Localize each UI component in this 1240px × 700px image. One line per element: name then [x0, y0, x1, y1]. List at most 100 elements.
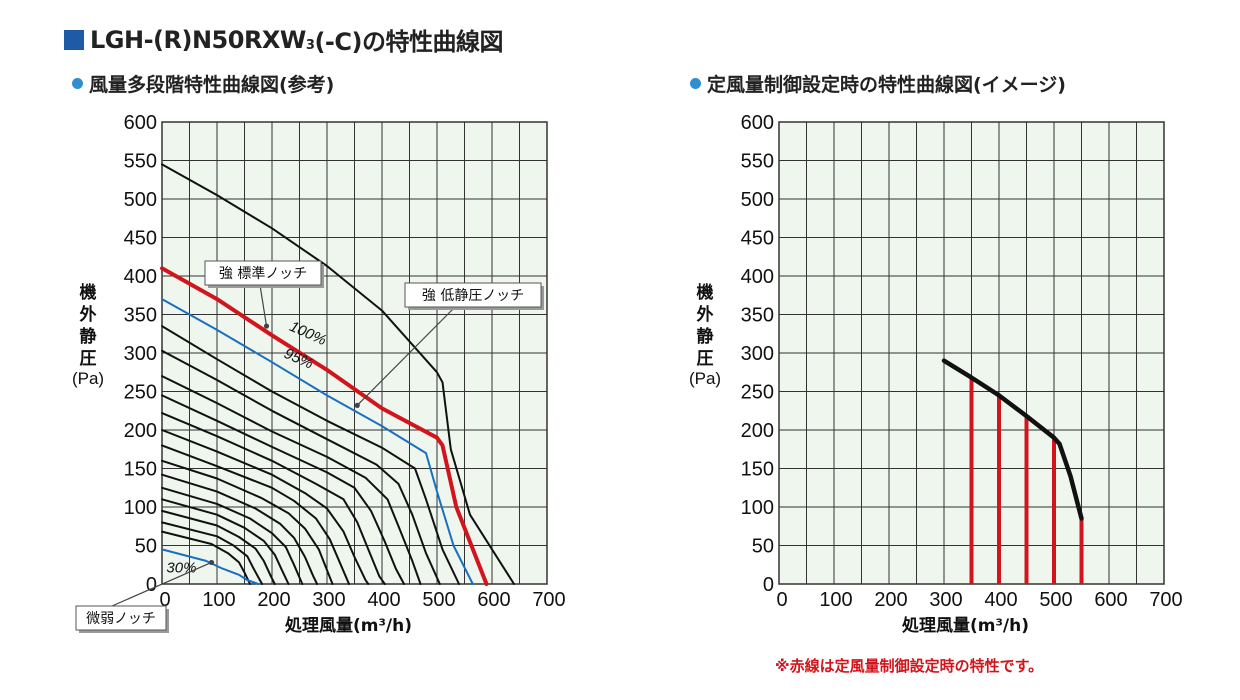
left-x-tick-label: 100 — [202, 589, 235, 611]
right-y-tick-label: 50 — [752, 536, 774, 558]
series-line-c14 — [161, 530, 251, 585]
right-chart-title: 定風量制御設定時の特性曲線図(イメージ) — [690, 70, 1066, 97]
series-line-強 低静圧ノッチ — [161, 163, 515, 585]
left-y-tick-label: 150 — [124, 459, 157, 481]
left-y-axis-label-char: 静 — [80, 326, 97, 347]
right-y-axis-label-char: 機 — [697, 282, 714, 303]
callout-label: 強 標準ノッチ — [219, 266, 307, 282]
right-y-axis-unit: (Pa) — [689, 369, 721, 388]
title-main: LGH-(R)N50RXW — [90, 25, 306, 54]
left-y-tick-label: 250 — [124, 382, 157, 404]
right-x-tick-label: 700 — [1149, 589, 1182, 611]
right-y-tick-label: 150 — [741, 459, 774, 481]
series-line-強 標準ノッチ 100% — [160, 266, 489, 586]
series-line-c1 — [161, 325, 460, 585]
left-chart: 0 50 100 150 200 250 300 350 400 450 500 550 600 0 100… — [72, 112, 566, 636]
callout-leader-line — [356, 306, 456, 406]
title-subscript: 3 — [305, 38, 315, 53]
callout-dot — [354, 402, 360, 408]
left-chart-title: 風量多段階特性曲線図(参考) — [72, 70, 334, 97]
left-chart-title-text: 風量多段階特性曲線図(参考) — [89, 74, 335, 96]
left-x-tick-label: 200 — [257, 589, 290, 611]
callout-leader-line — [259, 284, 268, 327]
bullet-dot-icon — [72, 78, 83, 89]
series-line-c9 — [161, 473, 319, 585]
callout-dot — [208, 559, 215, 566]
left-y-tick-label: 200 — [124, 420, 157, 442]
right-chart: 0 50 100 150 200 250 300 350 400 450 500 550 600 0 100… — [689, 112, 1183, 636]
left-y-tick-label: 0 — [146, 574, 157, 596]
callout-box — [204, 260, 322, 286]
right-x-tick-label: 500 — [1039, 589, 1072, 611]
characteristic-curve — [941, 358, 1084, 521]
left-y-tick-label: 50 — [135, 536, 157, 558]
title-suffix: (-C)の特性曲線図 — [314, 28, 503, 56]
right-y-tick-label: 200 — [741, 420, 774, 442]
right-y-tick-label: 300 — [741, 343, 774, 365]
right-y-axis-label-char: 外 — [697, 304, 714, 325]
series-line-c3 — [161, 375, 422, 585]
left-x-tick-label: 300 — [312, 589, 345, 611]
series-line-c6 — [161, 429, 370, 585]
right-y-tick-label: 100 — [741, 497, 774, 519]
series-line-c4 — [161, 394, 405, 585]
right-y-tick-label: 350 — [741, 305, 774, 327]
series-line-c2 — [161, 349, 441, 585]
series-line-c10 — [161, 486, 304, 585]
callout-label: 微弱ノッチ — [86, 611, 156, 627]
right-x-tick-label: 600 — [1094, 589, 1127, 611]
right-x-tick-label: 100 — [819, 589, 852, 611]
series-line-c5 — [161, 412, 386, 585]
callout-label: 強 低静圧ノッチ — [422, 288, 524, 304]
right-chart-title-text: 定風量制御設定時の特性曲線図(イメージ) — [707, 74, 1066, 96]
right-y-tick-label: 450 — [741, 228, 774, 250]
left-y-tick-label: 100 — [124, 497, 157, 519]
left-y-axis-label-char: 機 — [80, 282, 97, 303]
right-y-tick-label: 500 — [741, 189, 774, 211]
left-x-tick-label: 600 — [477, 589, 510, 611]
right-x-tick-label: 300 — [929, 589, 962, 611]
bullet-dot-icon — [690, 78, 701, 89]
right-y-tick-label: 400 — [741, 266, 774, 288]
right-x-tick-label: 200 — [874, 589, 907, 611]
callout-leader-line — [111, 561, 212, 607]
left-x-axis-label: 処理風量(m³/h) — [284, 615, 412, 636]
left-y-axis-unit: (Pa) — [72, 369, 104, 388]
right-y-axis-label-char: 圧 — [697, 349, 714, 369]
left-y-axis-label-char: 外 — [80, 304, 97, 325]
right-y-tick-label: 600 — [741, 112, 774, 134]
right-y-tick-label: 0 — [763, 574, 774, 596]
left-y-tick-label: 300 — [124, 343, 157, 365]
series-line-c8 — [161, 459, 334, 585]
left-y-tick-label: 550 — [124, 151, 157, 173]
left-x-tick-label: 500 — [422, 589, 455, 611]
callout-box — [75, 605, 167, 631]
right-x-tick-label: 0 — [776, 589, 787, 611]
series-line-微弱ノッチ 30% — [161, 548, 260, 585]
left-y-tick-label: 500 — [124, 189, 157, 211]
series-line-c11 — [161, 498, 290, 585]
right-x-tick-label: 400 — [984, 589, 1017, 611]
right-y-axis-label-char: 静 — [697, 326, 714, 347]
left-y-tick-label: 450 — [124, 228, 157, 250]
left-y-tick-label: 350 — [124, 305, 157, 327]
left-x-tick-label: 400 — [367, 589, 400, 611]
blue-square-icon — [64, 29, 84, 50]
series-line-c7 — [161, 444, 350, 585]
series-line-95% — [161, 298, 474, 585]
page-title: LGH-(R)N50RXW 3 (-C)の特性曲線図 — [64, 22, 503, 57]
left-plot-border — [161, 121, 548, 585]
series-line-c13 — [161, 521, 264, 585]
right-y-tick-label: 550 — [741, 151, 774, 173]
footnote: ※赤線は定風量制御設定時の特性です。 — [775, 657, 1044, 675]
left-y-tick-label: 400 — [124, 266, 157, 288]
callout-dot — [263, 323, 270, 329]
left-y-axis-label-char: 圧 — [80, 349, 97, 369]
callout-box — [404, 282, 542, 308]
left-y-tick-label: 600 — [124, 112, 157, 134]
series-line-c12 — [161, 509, 276, 585]
percent-label: 30% — [166, 559, 196, 576]
left-x-tick-label: 0 — [159, 589, 170, 611]
right-y-tick-label: 250 — [741, 382, 774, 404]
